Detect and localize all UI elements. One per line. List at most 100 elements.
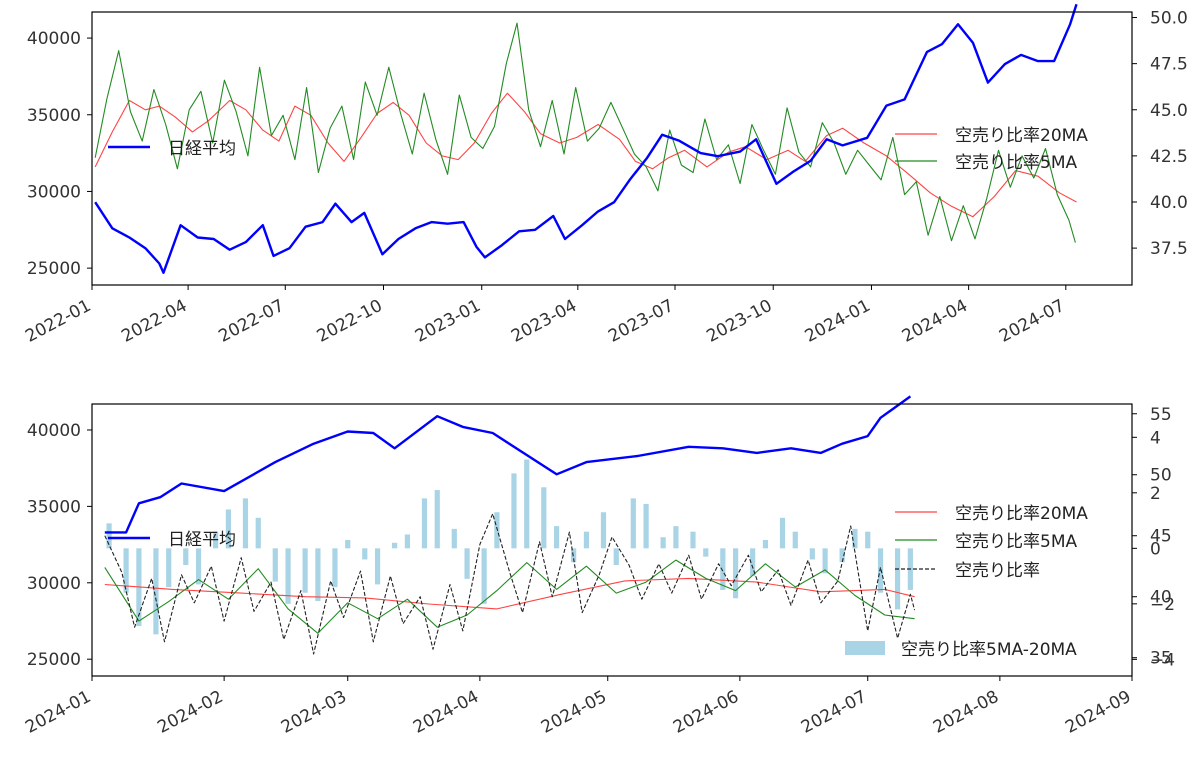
y-right-tick-label: 47.5 (1150, 55, 1188, 75)
y-right2-tick-label: 2 (1150, 484, 1161, 504)
y-right-tick-label: 40.0 (1150, 193, 1188, 213)
x-tick-label: 2022-10 (314, 296, 386, 347)
diff-bar (404, 534, 411, 549)
diff-bar (315, 548, 321, 602)
series-line (104, 395, 912, 534)
x-tick-label: 2023-04 (508, 296, 580, 347)
diff-bar (822, 548, 828, 574)
diff-bar (877, 548, 884, 593)
diff-bar (451, 528, 457, 549)
x-tick-label: 2024-09 (1062, 687, 1134, 738)
top-plot-frame (91, 11, 1133, 286)
diff-bar (285, 548, 291, 604)
y-left-tick-label: 25000 (27, 259, 81, 279)
y-right2-tick-label: −2 (1150, 595, 1175, 615)
series-line (104, 577, 915, 610)
diff-bar (779, 517, 786, 549)
legend-label: 空売り比率20MA (955, 504, 1088, 524)
diff-bar (733, 548, 739, 599)
y-right-tick-label: 50 (1150, 466, 1172, 486)
y-left-tick-label: 35000 (27, 497, 81, 517)
diff-bar (511, 473, 517, 549)
diff-bar (464, 548, 470, 579)
diff-bar (720, 548, 726, 590)
y-right-tick-label: 42.5 (1150, 147, 1188, 167)
diff-bar (434, 490, 440, 549)
legend-label: 空売り比率5MA (955, 532, 1077, 552)
diff-bar (792, 531, 798, 549)
x-tick-label: 2023-01 (412, 296, 484, 347)
y-right-tick-label: 55 (1150, 405, 1172, 425)
diff-bar (660, 537, 666, 549)
diff-bar (345, 540, 351, 549)
diff-bar (255, 517, 261, 549)
diff-bar (852, 528, 858, 549)
diff-bar (839, 548, 845, 563)
y-left-tick-label: 25000 (27, 650, 81, 670)
diff-bar (690, 531, 696, 549)
diff-bar (630, 498, 636, 549)
y-right-tick-label: 35 (1150, 649, 1172, 669)
x-tick-label: 2024-01 (22, 687, 94, 738)
diff-bar (865, 531, 871, 549)
diff-bar (894, 548, 901, 610)
diff-bar (673, 526, 679, 549)
diff-bar (153, 548, 159, 635)
x-tick-label: 2024-06 (670, 687, 742, 738)
y-right2-tick-label: −4 (1150, 650, 1175, 670)
series-line (94, 3, 1078, 274)
diff-bar (524, 459, 530, 549)
diff-bar (553, 526, 560, 549)
y-right-tick-label: 50.0 (1150, 9, 1188, 29)
series-line (94, 22, 1076, 243)
legend-label: 日経平均 (168, 139, 236, 159)
diff-bar (481, 548, 487, 604)
y-left-tick-label: 40000 (27, 29, 81, 49)
y-right-tick-label: 45 (1150, 527, 1172, 547)
y-right-tick-label: 45.0 (1150, 101, 1188, 121)
diff-bar (613, 548, 619, 565)
legend-label: 日経平均 (168, 530, 236, 550)
y-left-tick-label: 40000 (27, 421, 81, 441)
diff-bar (332, 548, 338, 588)
bottom-panel: 2024-01 2024-02 2024-03 2024-04 2024-05 2024-… (22, 395, 1175, 738)
diff-bar (762, 540, 769, 549)
diff-bar (583, 531, 590, 549)
y-left-tick-label: 30000 (27, 182, 81, 202)
x-tick-label: 2024-03 (278, 687, 350, 738)
x-tick-label: 2024-07 (996, 296, 1068, 347)
diff-bar (213, 531, 219, 549)
x-tick-label: 2024-04 (899, 296, 971, 347)
diff-bar (600, 512, 607, 549)
y-right-tick-label: 37.5 (1150, 239, 1188, 259)
x-tick-label: 2023-10 (703, 296, 775, 347)
diff-bar (809, 548, 815, 560)
diff-bar (225, 509, 231, 549)
diff-bar (106, 523, 112, 549)
diff-bar (392, 542, 398, 549)
diff-bar (703, 548, 709, 557)
y-left-tick-label: 30000 (27, 574, 81, 594)
diff-bar (374, 548, 381, 585)
x-tick-label: 2024-05 (538, 687, 610, 738)
x-tick-label: 2022-04 (118, 296, 190, 347)
top-panel: 2022-01 2022-04 2022-07 2022-10 2023-01 2023-… (22, 3, 1188, 347)
x-tick-label: 2024-04 (410, 687, 482, 738)
diff-bar (242, 498, 249, 549)
x-tick-label: 2024-01 (802, 296, 874, 347)
y-right2-tick-label: 4 (1150, 428, 1161, 448)
legend-swatch (845, 641, 885, 655)
x-tick-label: 2024-08 (930, 687, 1002, 738)
diff-bar (750, 548, 756, 577)
diff-bar (643, 503, 649, 549)
legend-label: 空売り比率20MA (955, 126, 1088, 146)
x-tick-label: 2024-02 (154, 687, 226, 738)
series-line (104, 513, 916, 655)
series-line (94, 92, 1077, 218)
legend-label: 空売り比率5MA (955, 153, 1077, 173)
diff-bar (302, 548, 308, 593)
diff-bar (541, 487, 547, 549)
legend-label: 空売り比率 (955, 561, 1040, 581)
y-left-tick-label: 35000 (27, 106, 81, 126)
